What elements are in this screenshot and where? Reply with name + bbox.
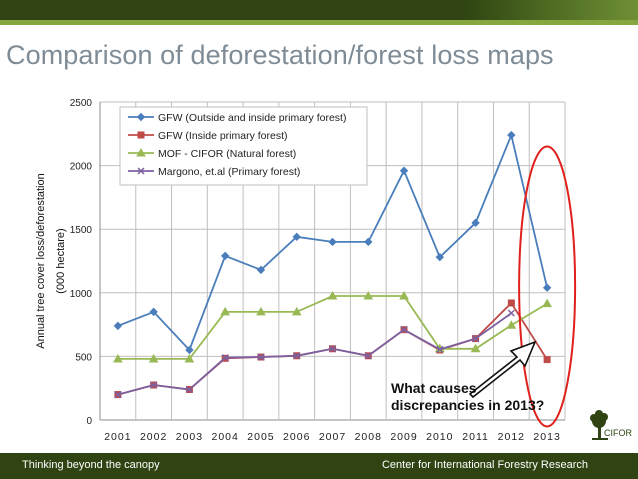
data-point-s2-4 bbox=[256, 306, 266, 316]
y-tick-label: 2500 bbox=[70, 98, 93, 109]
data-point-s3-6 bbox=[328, 345, 337, 353]
cifor-tree-logo-icon bbox=[590, 410, 608, 440]
callout-line-2: discrepancies in 2013? bbox=[391, 397, 545, 413]
data-point-s0-2 bbox=[185, 345, 194, 355]
x-tick-label: 2005 bbox=[247, 431, 274, 443]
data-point-s0-3 bbox=[220, 251, 230, 261]
highlight-ellipse bbox=[518, 145, 577, 428]
data-point-s1-11 bbox=[507, 299, 515, 307]
x-tick-label: 2001 bbox=[104, 431, 131, 443]
x-tick-label: 2009 bbox=[390, 431, 417, 443]
callout-text: What causes discrepancies in 2013? bbox=[391, 380, 544, 414]
footer-bar: Thinking beyond the canopy Center for In… bbox=[0, 453, 638, 479]
series-line-3 bbox=[117, 312, 512, 396]
legend-marker-1 bbox=[137, 131, 145, 139]
data-point-s0-4 bbox=[256, 265, 266, 275]
data-point-s2-10 bbox=[470, 343, 481, 353]
data-point-s2-7 bbox=[363, 290, 374, 300]
top-banner-stripe bbox=[463, 0, 638, 20]
x-tick-label: 2013 bbox=[533, 431, 560, 443]
data-point-s3-4 bbox=[257, 353, 265, 361]
callout-line-1: What causes bbox=[391, 380, 477, 396]
data-point-s0-8 bbox=[399, 166, 409, 175]
y-tick-label: 2000 bbox=[70, 162, 93, 173]
data-point-s3-9 bbox=[436, 345, 444, 353]
footer-tagline: Thinking beyond the canopy bbox=[22, 459, 160, 471]
x-tick-label: 2008 bbox=[355, 431, 382, 443]
legend-marker-2 bbox=[136, 147, 146, 157]
x-tick-label: 2004 bbox=[212, 431, 239, 443]
slide-title: Comparison of deforestation/forest loss … bbox=[6, 40, 554, 70]
data-point-s3-0 bbox=[114, 391, 122, 399]
legend-label-0: GFW (Outside and inside primary forest) bbox=[158, 112, 346, 124]
legend-label-3: Margono, et.al (Primary forest) bbox=[158, 166, 300, 178]
logo-label: CIFOR bbox=[604, 428, 632, 438]
y-tick-label: 1500 bbox=[70, 225, 93, 236]
data-point-s0-11 bbox=[507, 130, 516, 140]
x-tick-label: 2011 bbox=[462, 431, 489, 443]
data-point-s3-8 bbox=[400, 326, 408, 334]
legend-label-1: GFW (Inside primary forest) bbox=[158, 130, 288, 142]
data-point-s1-12 bbox=[543, 356, 551, 364]
data-point-s2-6 bbox=[327, 290, 338, 300]
y-tick-label: 0 bbox=[86, 416, 92, 427]
top-banner-accent bbox=[0, 20, 638, 25]
x-tick-label: 2006 bbox=[283, 431, 310, 443]
data-point-s3-7 bbox=[364, 352, 372, 360]
data-point-s0-7 bbox=[364, 237, 373, 247]
legend-box bbox=[119, 106, 368, 186]
data-point-s2-1 bbox=[148, 353, 159, 363]
x-tick-label: 2003 bbox=[176, 431, 203, 443]
data-point-s2-5 bbox=[291, 306, 302, 316]
data-point-s3-2 bbox=[185, 385, 193, 394]
data-point-s0-12 bbox=[542, 283, 552, 292]
data-point-s0-0 bbox=[113, 321, 123, 331]
callout-arrow-icon bbox=[468, 340, 537, 399]
data-point-s2-8 bbox=[399, 290, 409, 300]
legend-label-2: MOF - CIFOR (Natural forest) bbox=[158, 148, 296, 160]
data-point-s0-5 bbox=[292, 232, 301, 242]
data-point-s2-0 bbox=[113, 353, 123, 363]
data-point-s2-12 bbox=[542, 298, 552, 308]
y-tick-label: 500 bbox=[75, 352, 92, 363]
data-point-s0-9 bbox=[435, 252, 445, 262]
y-axis-label-line-2: (000 hectare) bbox=[55, 228, 67, 293]
x-tick-label: 2007 bbox=[319, 431, 346, 443]
data-point-s0-10 bbox=[471, 218, 480, 228]
footer-organization: Center for International Forestry Resear… bbox=[381, 459, 588, 471]
data-point-s3-5 bbox=[293, 352, 301, 360]
legend-marker-3 bbox=[137, 167, 145, 175]
x-tick-label: 2010 bbox=[426, 431, 453, 443]
data-point-s3-10 bbox=[472, 335, 480, 343]
data-point-s2-3 bbox=[220, 306, 231, 316]
legend-marker-0 bbox=[136, 112, 146, 122]
data-point-s3-3 bbox=[221, 354, 229, 362]
x-tick-label: 2002 bbox=[140, 431, 167, 443]
data-point-s3-1 bbox=[150, 381, 158, 389]
data-point-s0-1 bbox=[149, 307, 158, 317]
y-tick-label: 1000 bbox=[70, 289, 93, 300]
data-point-s2-11 bbox=[506, 320, 517, 329]
y-axis-label-line-1: Annual tree cover loss/deforestation bbox=[35, 173, 47, 349]
x-tick-label: 2012 bbox=[498, 431, 525, 443]
data-point-s2-2 bbox=[184, 353, 195, 363]
data-point-s0-6 bbox=[328, 237, 337, 247]
data-point-s3-11 bbox=[507, 309, 515, 317]
